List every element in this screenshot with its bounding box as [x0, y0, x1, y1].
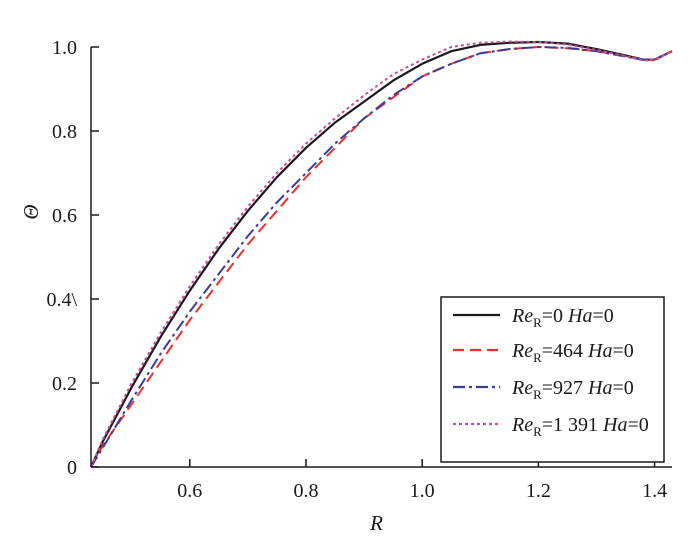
legend-label-3: ReR=927 Ha=0 [511, 377, 634, 402]
x-tick-label: 0.6 [177, 480, 202, 502]
series-line-4 [90, 40, 673, 468]
series-lines [90, 40, 673, 468]
x-tick-label: 1.0 [410, 480, 435, 502]
legend-label-1: ReR=0 Ha=0 [511, 305, 614, 330]
legend-label-4: ReR=1 391 Ha=0 [511, 414, 649, 439]
y-tick-label: 0.6 [52, 205, 77, 227]
tick-labels: 0 0.2 0.4\ 0.6 0.8 1.0 0.6 0.8 1.0 1.2 1.4 [46, 37, 667, 502]
legend: ReR=0 Ha=0 ReR=464 Ha=0 ReR=927 Ha=0 ReR=1 … [440, 296, 665, 463]
axes [90, 47, 672, 468]
y-tick-label: 1.0 [52, 37, 77, 59]
x-axis-label: R [369, 511, 383, 535]
legend-label-2: ReR=464 Ha=0 [511, 340, 634, 365]
legend-box [440, 296, 665, 463]
x-tick-label: 0.8 [293, 480, 318, 502]
y-tick-label: 0 [67, 457, 77, 479]
tick-marks [91, 46, 656, 468]
series-line-3 [90, 46, 673, 468]
y-tick-label: 0.2 [52, 373, 77, 395]
x-tick-label: 1.2 [526, 480, 551, 502]
y-tick-label: 0.8 [52, 121, 77, 143]
y-tick-label: 0.4\ [46, 289, 77, 311]
x-tick-label: 1.4 [642, 480, 667, 502]
y-axis-label: Θ [19, 204, 43, 219]
